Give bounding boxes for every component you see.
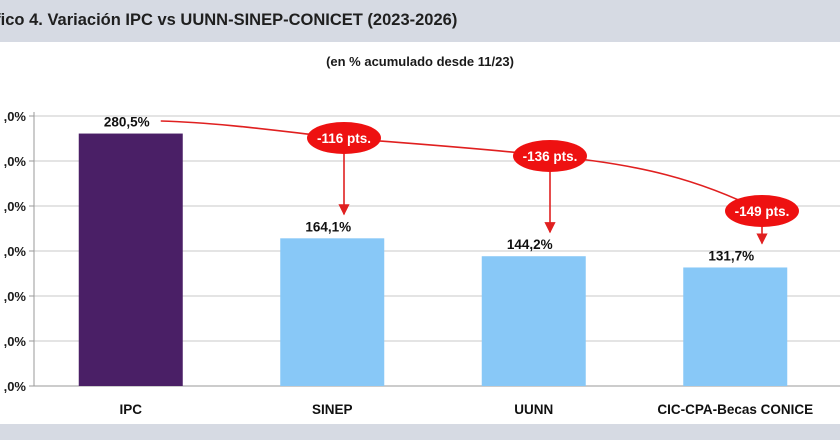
title-bar: áfico 4. Variación IPC vs UUNN-SINEP-CON… [0, 0, 840, 42]
x-category-label: SINEP [312, 402, 353, 417]
footer-bar [0, 424, 840, 440]
x-category-label: IPC [119, 402, 142, 417]
bars [78, 133, 788, 386]
chart-subtitle: (en % acumulado desde 11/23) [326, 54, 514, 69]
x-category-label: CIC-CPA-Becas CONICE [657, 402, 813, 417]
chart-title: áfico 4. Variación IPC vs UUNN-SINEP-CON… [0, 11, 458, 29]
bar-uunn [481, 256, 586, 386]
y-tick-label: ,0% [4, 154, 27, 169]
x-category-label: UUNN [514, 402, 553, 417]
decline-bubble [513, 140, 587, 172]
y-tick-label: ,0% [4, 199, 27, 214]
y-tick-label: ,0% [4, 334, 27, 349]
decline-curve [160, 120, 763, 212]
chart-area: (en % acumulado desde 11/23) ,0% ,0% ,0% ,0… [4, 54, 840, 417]
decline-bubble-label: -116 pts. [317, 131, 371, 146]
bar-cic-cpa-becas-conice [683, 267, 788, 386]
decline-bubble [307, 122, 381, 154]
y-tick-label: ,0% [4, 244, 27, 259]
y-tick-label: ,0% [4, 109, 27, 124]
bar-sinep [280, 238, 385, 386]
decline-bubble [725, 195, 799, 227]
y-tick-label: ,0% [4, 379, 27, 394]
bar-ipc [78, 133, 183, 386]
labels: 280,5% IPC 164,1% SINEP 144,2% UUNN 131,7% CIC-… [104, 115, 813, 417]
bar-value-label: 280,5% [104, 115, 150, 130]
y-tick-label: ,0% [4, 289, 27, 304]
decline-bubble-label: -136 pts. [523, 149, 578, 164]
decline-bubble-label: -149 pts. [735, 204, 790, 219]
bar-value-label: 131,7% [708, 248, 754, 263]
bar-value-label: 144,2% [507, 237, 553, 252]
bar-value-label: 164,1% [305, 219, 351, 234]
annotations: -116 pts. -136 pts. -149 pts. [160, 120, 799, 245]
